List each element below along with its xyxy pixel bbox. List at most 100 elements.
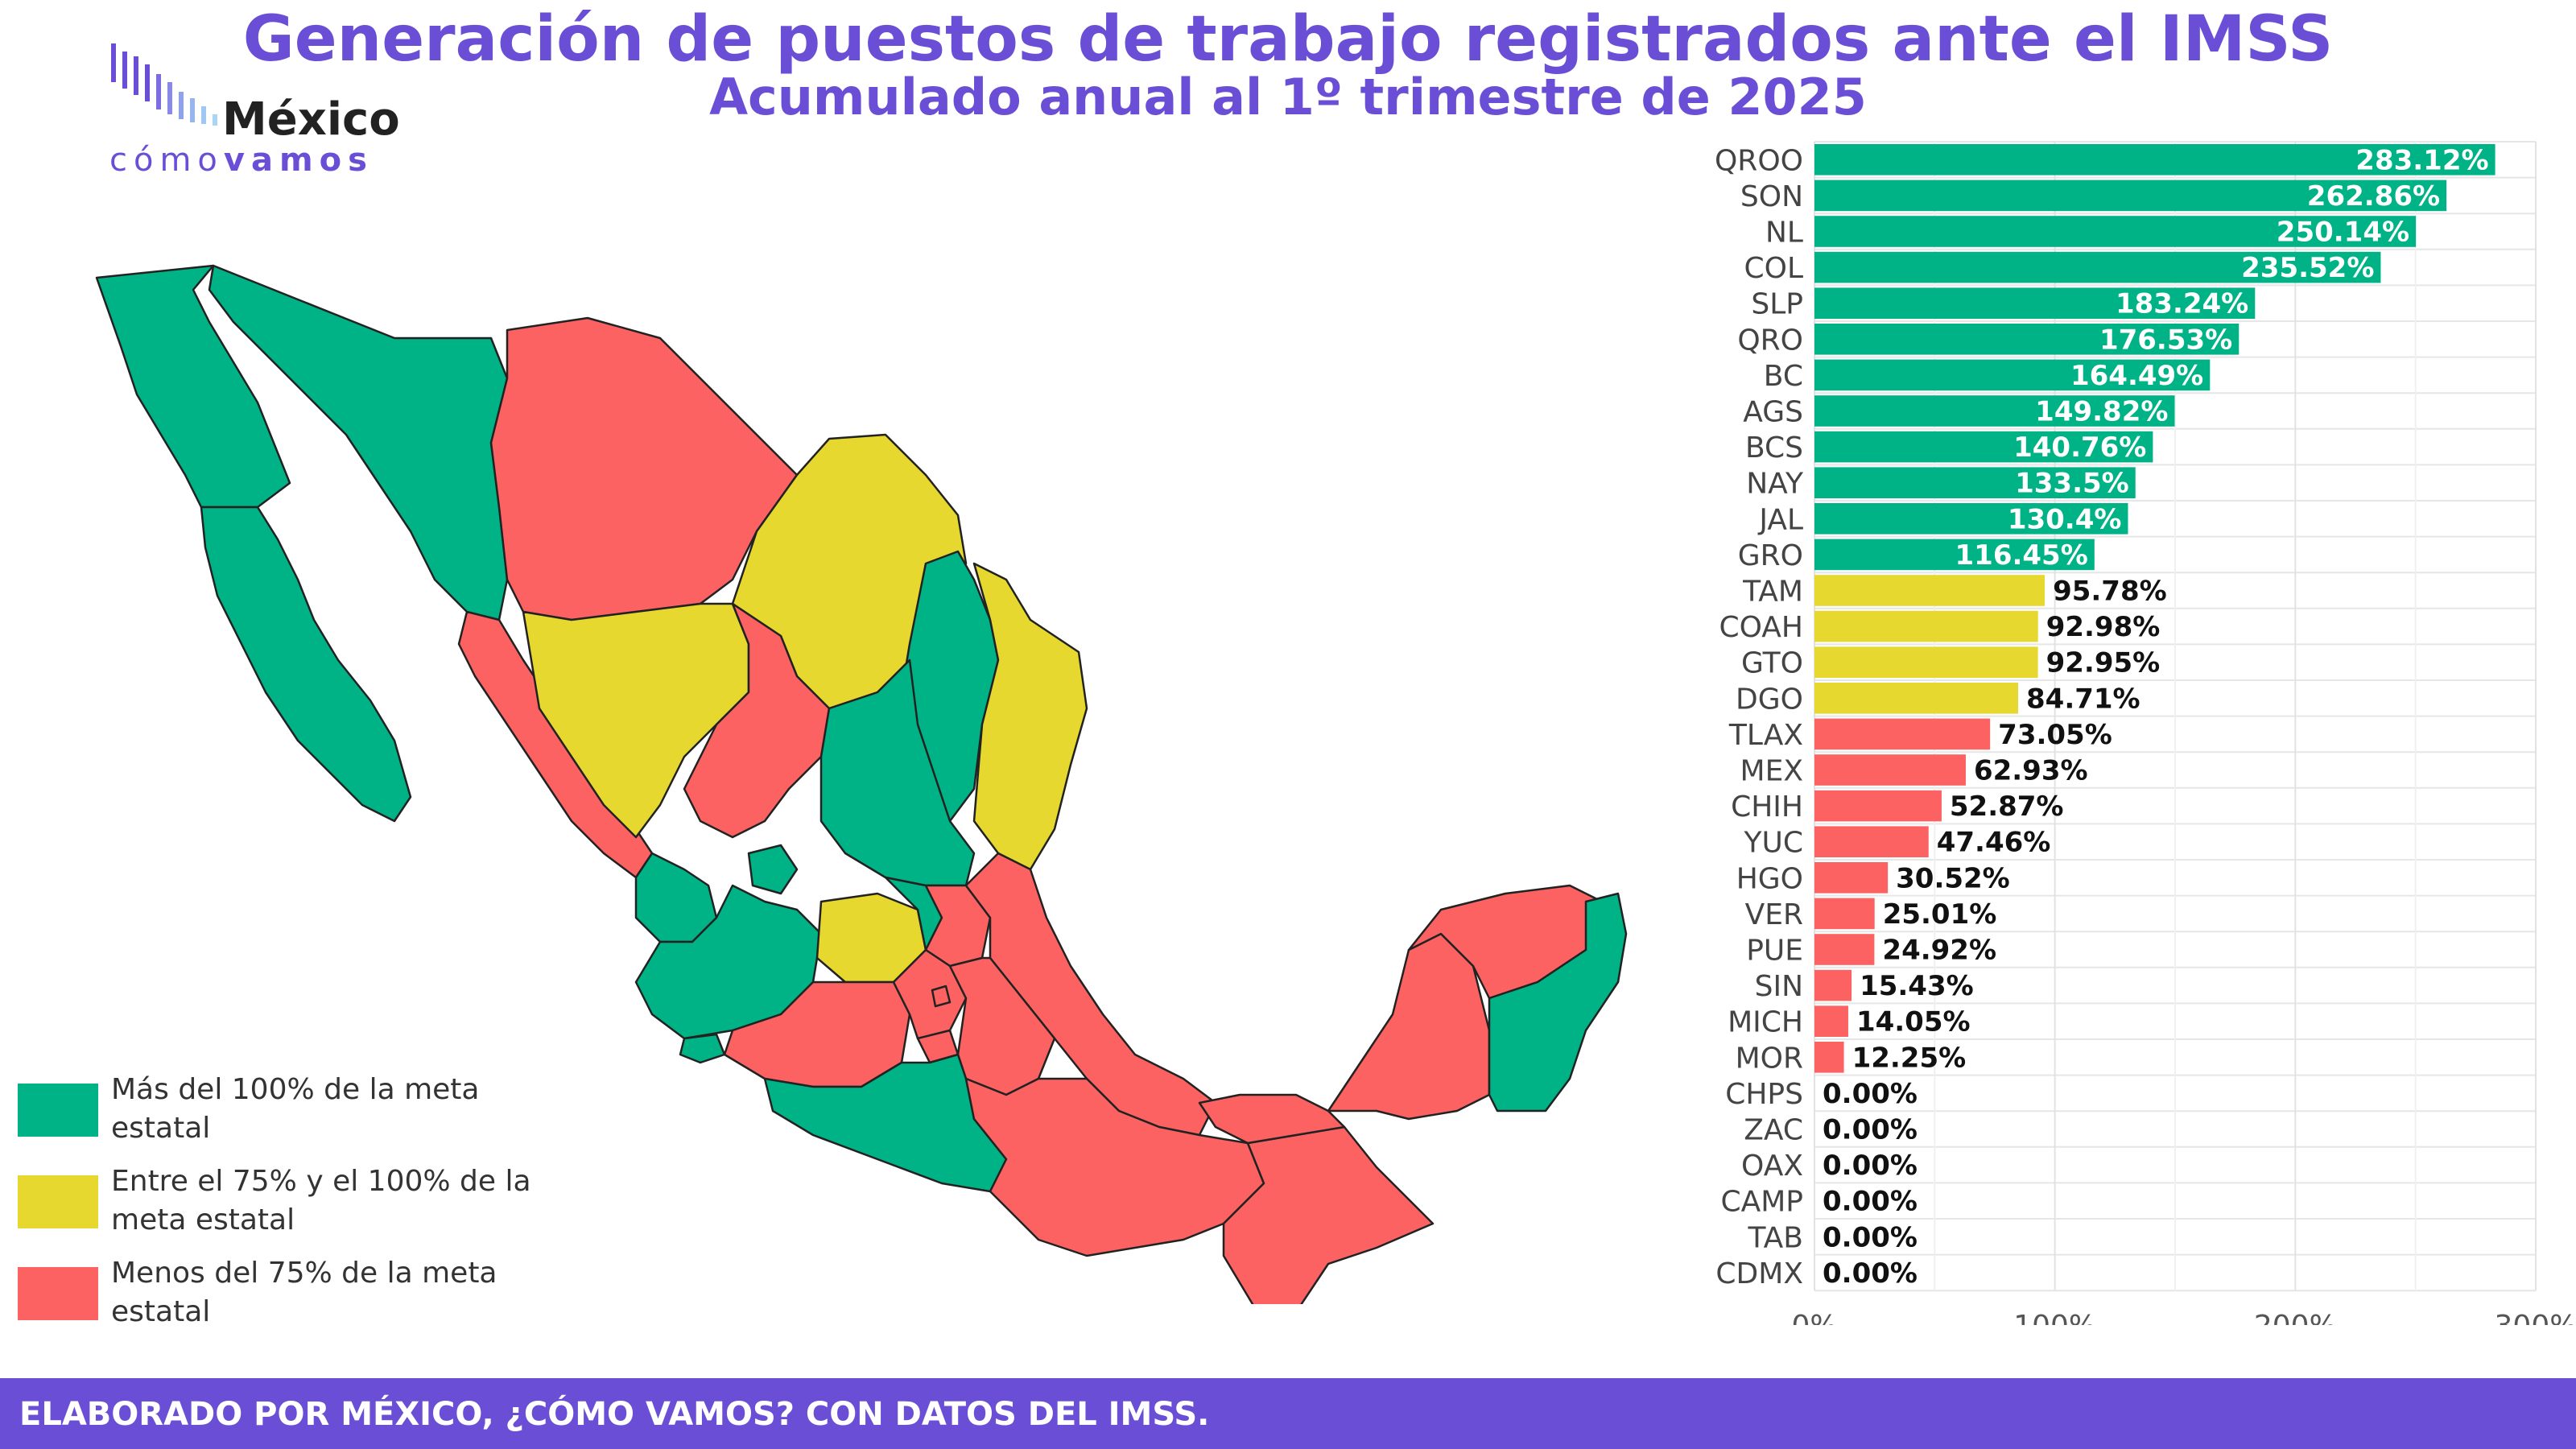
map-state-bc: [95, 264, 291, 509]
category-label: CAMP: [1720, 1186, 1803, 1219]
category-label: GTO: [1741, 647, 1803, 680]
data-label: 92.98%: [2046, 611, 2161, 643]
category-label: ZAC: [1744, 1114, 1803, 1147]
map-state-col: [679, 1033, 726, 1064]
map-state-mich: [723, 980, 911, 1088]
data-label: 12.25%: [1852, 1042, 1967, 1074]
bar: [1814, 934, 1875, 965]
bar: [1814, 646, 2038, 678]
data-label: 0.00%: [1823, 1257, 1918, 1290]
legend-swatch-between: [18, 1175, 98, 1228]
data-label: 25.01%: [1883, 898, 1997, 931]
legend-label-below: Menos del 75% de la meta estatal: [111, 1257, 497, 1328]
data-label: 24.92%: [1882, 935, 1996, 967]
category-label: COAH: [1719, 611, 1803, 644]
category-label: NL: [1765, 217, 1803, 250]
category-label: QROO: [1715, 144, 1803, 177]
map-state-mex: [892, 948, 968, 1040]
category-label: COL: [1744, 252, 1803, 285]
legend-label-between: Entre el 75% y el 100% de la meta estata…: [111, 1165, 531, 1236]
bar: [1814, 898, 1875, 930]
data-label: 176.53%: [2099, 324, 2232, 356]
bar: [1814, 1042, 1844, 1073]
page-subtitle: Acumulado anual al 1º trimestre de 2025: [709, 68, 1867, 126]
data-label: 15.43%: [1860, 970, 1974, 1002]
bar: [1814, 287, 2256, 319]
category-label: TAM: [1742, 576, 1803, 609]
category-label: NAY: [1746, 468, 1804, 501]
bar: [1814, 431, 2153, 463]
bar-chart: 0% 100% 200% 300% QROO 283.12% SON 262.86% NL 250…: [1642, 134, 2576, 1325]
data-label: 73.05%: [1998, 719, 2112, 751]
map-state-bcs: [200, 506, 412, 823]
bar: [1814, 754, 1966, 786]
map-state-camp: [1327, 932, 1491, 1121]
data-label: 14.05%: [1856, 1006, 1971, 1038]
bar: [1814, 683, 2019, 714]
x-tick-label: 0%: [1791, 1310, 1837, 1325]
legend-item-above: Más del 100% de la meta estatal: [18, 1071, 533, 1159]
data-label: 235.52%: [2241, 252, 2374, 284]
bar: [1814, 575, 2046, 606]
map-state-tam: [972, 562, 1088, 871]
logo-text-light: cómo: [109, 142, 224, 179]
map-state-chps: [1222, 1125, 1435, 1304]
data-label: 164.49%: [2070, 360, 2203, 392]
category-label: SIN: [1755, 970, 1803, 1003]
x-tick-label: 300%: [2495, 1310, 2576, 1325]
data-label: 0.00%: [1823, 1114, 1918, 1146]
bar: [1814, 1005, 1848, 1037]
data-label: 52.87%: [1950, 791, 2064, 823]
bar: [1814, 216, 2417, 247]
bar: [1814, 610, 2038, 642]
x-tick-label: 200%: [2254, 1310, 2337, 1325]
category-label: MOR: [1736, 1042, 1803, 1075]
mexico-map: [95, 264, 1628, 1304]
data-label: 0.00%: [1823, 1078, 1918, 1110]
category-label: AGS: [1743, 396, 1803, 429]
data-label: 47.46%: [1937, 827, 2051, 859]
map-state-cdmx: [931, 985, 952, 1008]
category-label: SON: [1740, 180, 1803, 213]
category-label: PUE: [1746, 935, 1803, 968]
data-label: 133.5%: [2015, 468, 2129, 500]
category-label: DGO: [1736, 683, 1803, 716]
map-state-ags: [747, 844, 799, 895]
map-state-qroo: [1488, 892, 1628, 1113]
bar: [1814, 467, 2136, 498]
footer-text: ELABORADO POR MÉXICO, ¿CÓMO VAMOS? CON D…: [19, 1396, 1210, 1433]
x-tick-label: 100%: [2013, 1310, 2096, 1325]
category-label: BCS: [1745, 431, 1803, 464]
logo-text-bold: vamos: [223, 142, 374, 179]
data-label: 183.24%: [2116, 288, 2248, 320]
data-label: 0.00%: [1823, 1186, 1918, 1218]
bar: [1814, 503, 2128, 535]
data-label: 130.4%: [2008, 503, 2122, 535]
bar: [1814, 144, 2496, 175]
data-label: 116.45%: [1955, 539, 2088, 572]
bar: [1814, 359, 2211, 391]
category-label: SLP: [1751, 288, 1803, 321]
data-label: 262.86%: [2307, 180, 2440, 213]
category-label: YUC: [1744, 827, 1803, 860]
category-label: BC: [1764, 360, 1803, 393]
category-label: JAL: [1757, 503, 1803, 536]
legend-label-above: Más del 100% de la meta estatal: [111, 1073, 480, 1145]
logo-text-bottom: cómovamos: [109, 142, 374, 179]
legend-item-below: Menos del 75% de la meta estatal: [18, 1254, 533, 1343]
bar-chart-svg: 0% 100% 200% 300% QROO 283.12% SON 262.86% NL 250…: [1715, 141, 2576, 1325]
logo: México cómovamos: [109, 42, 400, 179]
bar: [1814, 718, 1991, 750]
data-label: 0.00%: [1823, 1150, 1918, 1182]
legend-swatch-above: [18, 1084, 98, 1137]
category-label: CHIH: [1731, 791, 1803, 824]
data-label: 140.76%: [2013, 431, 2146, 464]
data-label: 0.00%: [1823, 1221, 1918, 1253]
data-label: 62.93%: [1974, 755, 2088, 787]
data-label: 84.71%: [2026, 683, 2140, 715]
bar: [1814, 826, 1929, 857]
category-label: MICH: [1728, 1006, 1803, 1039]
data-label: 149.82%: [2035, 396, 2168, 428]
category-label: VER: [1745, 898, 1803, 931]
bar: [1814, 790, 1942, 822]
